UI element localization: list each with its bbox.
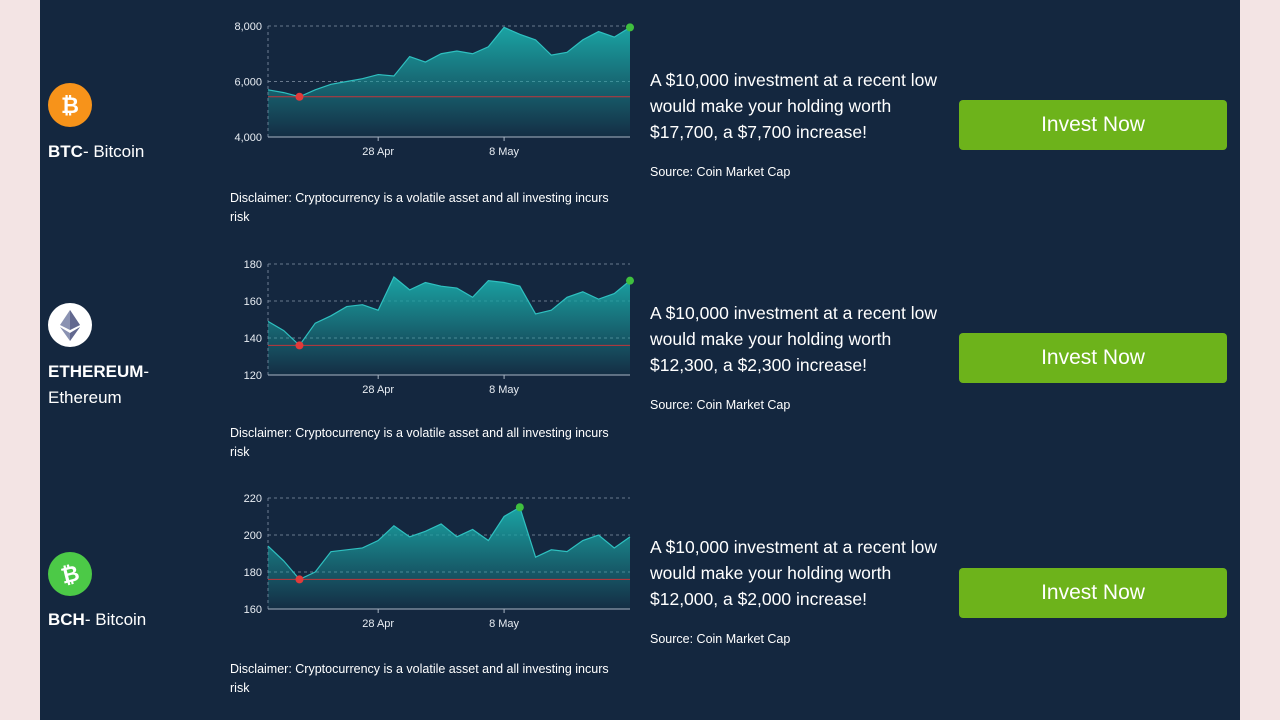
coin-name: ETHEREUM- Ethereum <box>48 359 188 411</box>
source-label: Source: Coin Market Cap <box>650 165 791 179</box>
coin-name: BCH- Bitcoin <box>48 607 188 633</box>
coin-name: BTC- Bitcoin <box>48 139 188 165</box>
bitcoin-icon: ₿ <box>48 83 92 127</box>
investment-pitch: A $10,000 investment at a recent low wou… <box>650 70 937 142</box>
price-chart-svg: 28 Apr 8 May 160 180 200 220 <box>244 493 631 630</box>
coin-row-bch: ₿ BCH- Bitcoin 28 Apr 8 May 160 180 200 220 D… <box>40 470 1240 706</box>
price-chart-svg: 28 Apr 8 May 4,000 6,000 8,000 <box>234 21 634 158</box>
price-area <box>268 507 630 609</box>
coin-fullname: - Bitcoin <box>84 610 147 629</box>
disclaimer: Disclaimer: Cryptocurrency is a volatile… <box>230 662 609 695</box>
y-tick-label: 8,000 <box>234 21 262 33</box>
x-tick-label: 28 Apr <box>362 146 394 158</box>
invest-now-button[interactable]: Invest Now <box>959 568 1227 618</box>
y-tick-label: 120 <box>244 370 262 382</box>
source-label: Source: Coin Market Cap <box>650 398 791 412</box>
crypto-panel: ₿ BTC- Bitcoin 28 Apr 8 May 4,000 6,000 8,00… <box>40 0 1240 720</box>
source-label: Source: Coin Market Cap <box>650 632 791 646</box>
high-marker <box>515 503 524 512</box>
investment-pitch: A $10,000 investment at a recent low wou… <box>650 537 937 609</box>
y-tick-label: 140 <box>244 333 262 345</box>
x-tick-label: 28 Apr <box>362 618 394 630</box>
y-tick-label: 180 <box>244 259 262 271</box>
ethereum-icon <box>48 303 92 347</box>
coin-row-eth: ETHEREUM- Ethereum 28 Apr 8 May 120 140 160 1… <box>40 235 1240 471</box>
price-line <box>267 26 631 98</box>
y-tick-label: 160 <box>244 296 262 308</box>
coin-ticker: BTC <box>48 142 83 161</box>
bitcoin-cash-icon: ₿ <box>48 552 92 596</box>
y-tick-label: 220 <box>244 493 262 505</box>
svg-text:₿: ₿ <box>59 561 82 590</box>
price-line <box>267 506 631 581</box>
coin-ticker: ETHEREUM <box>48 362 144 381</box>
coin-fullname: - Bitcoin <box>82 142 145 161</box>
low-marker <box>295 575 304 584</box>
investment-pitch: A $10,000 investment at a recent low wou… <box>650 303 937 375</box>
svg-text:₿: ₿ <box>61 94 79 119</box>
price-line <box>267 275 631 347</box>
coin-row-btc: ₿ BTC- Bitcoin 28 Apr 8 May 4,000 6,000 8,00… <box>40 0 1240 236</box>
x-tick-label: 28 Apr <box>362 384 394 396</box>
invest-now-button[interactable]: Invest Now <box>959 100 1227 150</box>
coin-ticker: BCH <box>48 610 85 629</box>
price-chart: 28 Apr 8 May 160 180 200 220 <box>220 486 650 636</box>
y-tick-label: 6,000 <box>234 77 262 89</box>
coin-fullname: - Ethereum <box>48 362 150 407</box>
price-chart: 28 Apr 8 May 120 140 160 180 <box>220 252 650 402</box>
low-marker <box>295 92 304 101</box>
price-chart-svg: 28 Apr 8 May 120 140 160 180 <box>244 259 634 396</box>
x-tick-label: 8 May <box>489 146 519 158</box>
y-tick-label: 180 <box>244 567 262 579</box>
disclaimer: Disclaimer: Cryptocurrency is a volatile… <box>230 191 609 224</box>
high-marker <box>626 23 634 32</box>
price-area <box>268 27 630 138</box>
x-tick-label: 8 May <box>489 618 519 630</box>
price-area <box>268 276 630 375</box>
disclaimer: Disclaimer: Cryptocurrency is a volatile… <box>230 426 609 459</box>
x-tick-label: 8 May <box>489 384 519 396</box>
y-tick-label: 4,000 <box>234 132 262 144</box>
invest-now-button[interactable]: Invest Now <box>959 333 1227 383</box>
low-marker <box>295 341 304 350</box>
y-tick-label: 160 <box>244 604 262 616</box>
high-marker <box>626 276 634 285</box>
y-tick-label: 200 <box>244 530 262 542</box>
price-chart: 28 Apr 8 May 4,000 6,000 8,000 <box>220 14 650 164</box>
